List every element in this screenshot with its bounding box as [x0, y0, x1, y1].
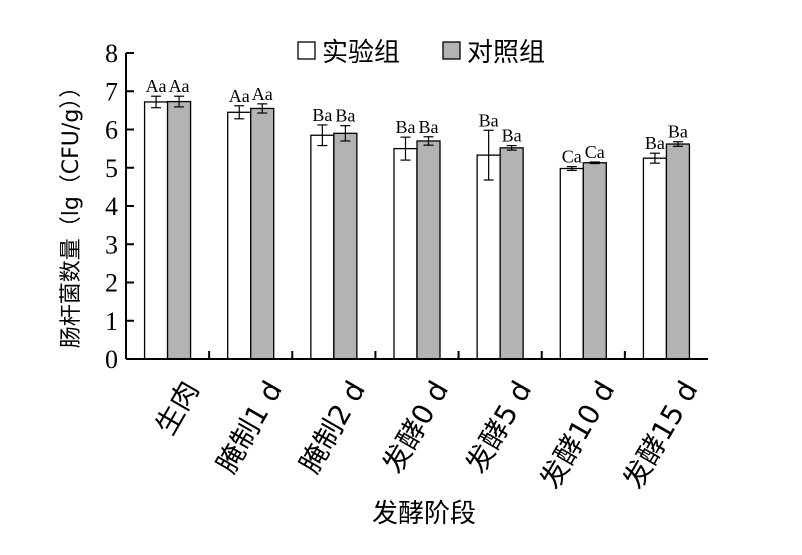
bar: [476, 154, 501, 360]
x-axis-title: 发酵阶段: [372, 499, 476, 529]
bar: [333, 132, 358, 360]
bar: [665, 143, 691, 360]
bar: [642, 157, 668, 360]
x-tick-label: 腌制2 d: [293, 375, 372, 479]
legend-swatch: [297, 41, 316, 60]
bar: [416, 140, 441, 360]
bar: [250, 107, 275, 360]
y-tick-label: 4: [105, 192, 118, 221]
y-tick-label: 0: [105, 345, 118, 374]
bar: [499, 147, 524, 360]
y-tick-label: 5: [105, 154, 118, 183]
data-label: Ba: [419, 117, 439, 137]
x-tick-label: 发酵5 d: [459, 375, 538, 479]
bar: [310, 134, 335, 360]
y-axis-title: 肠杆菌数量（lg（CFU/g））: [59, 76, 84, 349]
data-label: Aa: [146, 76, 167, 96]
bar: [166, 100, 192, 360]
bar: [582, 162, 607, 360]
y-tick-label: 1: [105, 307, 118, 336]
bar: [393, 147, 418, 360]
data-label: Ba: [479, 110, 499, 130]
legend: 实验组 对照组: [297, 38, 545, 68]
data-label: Aa: [229, 86, 250, 106]
y-tick-label: 6: [105, 116, 118, 145]
data-label: Ba: [502, 126, 522, 146]
bar: [143, 101, 169, 360]
data-label: Ba: [396, 117, 416, 137]
data-label: Ba: [335, 106, 355, 126]
x-tick-label: 发酵10 d: [534, 375, 622, 494]
legend-label: 实验组: [322, 38, 400, 68]
x-tick-label: 发酵15 d: [617, 375, 705, 494]
legend-label: 对照组: [467, 38, 545, 68]
data-label: Ba: [668, 122, 688, 142]
data-label: Ba: [645, 133, 665, 153]
data-label: Ba: [312, 105, 332, 125]
legend-swatch: [442, 41, 461, 60]
data-label: Ca: [585, 142, 605, 162]
x-tick-label: 腌制1 d: [210, 375, 289, 479]
data-label: Ca: [562, 147, 582, 167]
y-tick-label: 2: [105, 269, 118, 298]
y-tick-label: 3: [105, 230, 118, 259]
x-tick-label: 发酵0 d: [376, 375, 455, 479]
bar: [559, 167, 584, 360]
y-tick-label: 8: [105, 39, 118, 68]
data-label: Aa: [252, 84, 273, 104]
y-tick-label: 7: [105, 77, 118, 106]
data-label: Aa: [169, 76, 190, 96]
bar: [227, 111, 252, 360]
x-tick-label: 生肉: [149, 375, 206, 440]
